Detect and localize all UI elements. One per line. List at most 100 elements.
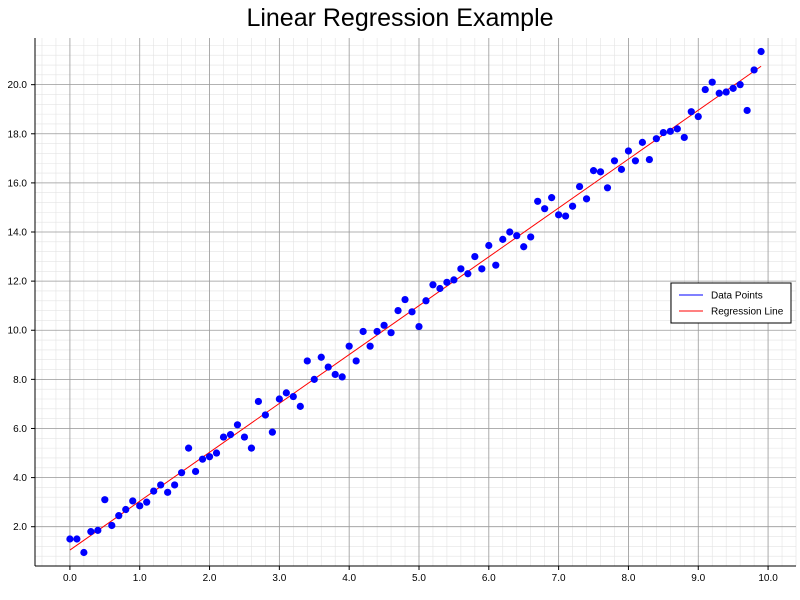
data-point	[401, 295, 409, 304]
y-tick-label: 14.0	[8, 228, 28, 239]
data-point	[729, 84, 737, 92]
data-point	[575, 182, 584, 191]
data-point	[680, 133, 688, 142]
data-point	[219, 433, 228, 441]
x-ticks: 0.0 1.0 2.0 3.0 4.0 5.0 6.0 7.0 8.0 9.0 10.0	[63, 566, 778, 584]
y-tick-label: 18.0	[8, 129, 28, 140]
x-tick-label: 10.0	[758, 573, 778, 584]
data-point	[610, 157, 619, 165]
data-point	[352, 357, 360, 365]
data-point	[380, 321, 388, 329]
data-point	[387, 329, 395, 337]
data-point	[757, 47, 765, 56]
data-point	[471, 252, 479, 261]
data-point	[450, 276, 458, 284]
x-tick-label: 2.0	[203, 573, 217, 584]
x-tick-label: 0.0	[63, 573, 77, 584]
data-point	[457, 265, 465, 273]
data-point	[555, 211, 563, 219]
data-point	[534, 197, 542, 205]
data-point	[178, 469, 186, 477]
data-point	[184, 444, 193, 452]
data-point	[191, 467, 200, 476]
data-point	[205, 453, 214, 461]
data-point	[687, 108, 695, 116]
data-point	[359, 327, 367, 336]
data-point	[638, 138, 647, 146]
data-point	[589, 167, 598, 175]
data-point	[373, 327, 381, 336]
x-tick-label: 8.0	[621, 573, 635, 584]
legend-label-data-points: Data Points	[711, 291, 763, 302]
data-point	[345, 342, 353, 350]
data-point	[666, 127, 674, 135]
data-point	[198, 455, 207, 463]
data-point	[275, 395, 283, 403]
data-point	[331, 370, 339, 379]
data-point	[73, 535, 81, 543]
data-point	[233, 421, 242, 429]
y-ticks: 2.0 4.0 6.0 8.0 10.0 12.0 14.0 16.0 18.0 20.0	[8, 80, 35, 533]
y-tick-label: 12.0	[8, 277, 28, 288]
data-point	[101, 496, 109, 504]
data-point	[736, 81, 744, 89]
data-point	[743, 106, 751, 115]
x-tick-label: 9.0	[691, 573, 705, 584]
data-point	[631, 157, 640, 165]
data-point	[673, 125, 681, 133]
data-point	[652, 135, 660, 143]
data-point	[659, 128, 667, 137]
data-point	[143, 498, 151, 506]
data-point	[464, 270, 472, 278]
data-point	[268, 428, 276, 436]
data-point	[562, 212, 570, 220]
data-point	[94, 526, 102, 534]
data-point	[310, 375, 318, 383]
data-point	[645, 155, 653, 164]
data-point	[596, 168, 605, 176]
data-point	[108, 521, 116, 530]
data-point	[122, 505, 130, 514]
data-point	[66, 535, 74, 543]
data-point	[429, 281, 437, 289]
data-point	[443, 278, 451, 286]
chart-title: Linear Regression Example	[246, 4, 554, 32]
minor-grid	[35, 38, 797, 567]
data-point	[247, 444, 256, 452]
data-point	[541, 205, 549, 213]
data-point	[296, 402, 304, 410]
data-point	[240, 433, 249, 441]
x-tick-label: 4.0	[342, 573, 356, 584]
data-point	[624, 147, 633, 155]
data-point	[80, 548, 88, 557]
data-point	[150, 487, 158, 495]
y-tick-label: 16.0	[8, 178, 28, 189]
data-point	[366, 342, 374, 350]
data-point	[303, 357, 311, 365]
data-point	[394, 306, 402, 315]
y-tick-label: 4.0	[13, 473, 27, 484]
data-point	[548, 194, 556, 202]
points-layer	[66, 47, 765, 557]
y-tick-label: 8.0	[13, 375, 27, 386]
data-point	[136, 502, 144, 510]
data-point	[568, 202, 577, 210]
data-point	[422, 297, 430, 305]
y-tick-label: 20.0	[8, 80, 28, 91]
data-point	[226, 431, 235, 439]
data-point	[157, 481, 165, 489]
legend-label-regression-line: Regression Line	[711, 307, 784, 318]
data-point	[212, 449, 221, 457]
data-point	[520, 243, 528, 251]
data-point	[506, 228, 514, 236]
data-point	[261, 411, 269, 419]
data-point	[499, 235, 507, 243]
data-point	[582, 195, 591, 203]
data-point	[317, 353, 325, 361]
legend-box	[670, 282, 792, 324]
data-point	[324, 363, 332, 371]
data-point	[708, 78, 716, 86]
data-point	[715, 89, 723, 97]
regression-layer	[69, 65, 762, 551]
